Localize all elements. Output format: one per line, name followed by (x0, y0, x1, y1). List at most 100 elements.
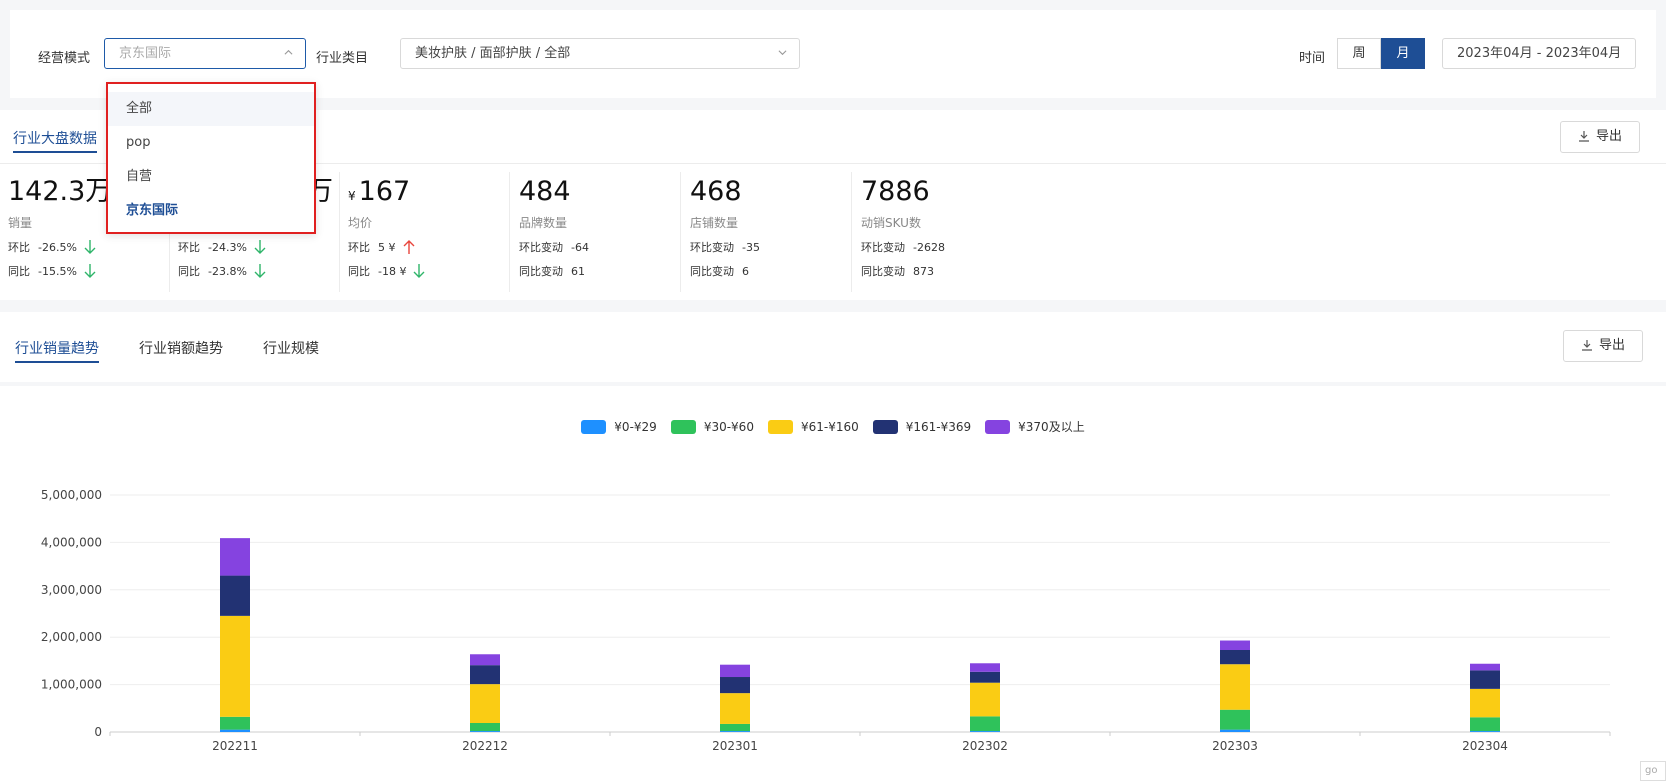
kpi-row-value: -26.5% (38, 241, 77, 254)
kpi-value: ¥167 (348, 172, 509, 212)
bar-segment (1220, 664, 1250, 710)
kpi-row-value: 61 (571, 265, 585, 278)
kpi-yoy-row: 同比 -18 ¥ (348, 263, 509, 279)
dropdown-option-self[interactable]: 自营 (126, 169, 153, 184)
arrow-down-icon (413, 264, 425, 278)
y-tick-label: 3,000,000 (41, 583, 102, 597)
kpi-row-label: 同比变动 (690, 265, 734, 278)
tab-industry-scale[interactable]: 行业规模 (263, 341, 319, 357)
legend-swatch (670, 419, 696, 434)
legend-label: ¥0-¥29 (614, 419, 657, 434)
chevron-up-icon (284, 49, 293, 55)
download-icon (1578, 131, 1589, 142)
x-tick-label: 202211 (212, 739, 258, 753)
kpi-row-label: 环比 (178, 241, 200, 254)
bar-segment (470, 654, 500, 666)
tab-sales-volume-trend[interactable]: 行业销量趋势 (15, 338, 99, 363)
arrow-down-icon (84, 240, 96, 254)
mode-select[interactable]: 京东国际 (104, 38, 306, 69)
corner-widget[interactable]: go (1640, 761, 1666, 781)
legend-item[interactable]: ¥370及以上 (985, 418, 1085, 435)
bar-segment (720, 664, 750, 678)
chevron-down-icon (778, 50, 787, 56)
legend-label: ¥370及以上 (1018, 420, 1085, 434)
dropdown-option-pop[interactable]: pop (126, 135, 151, 150)
y-tick-label: 5,000,000 (41, 488, 102, 502)
kpi-mom-row: 环比变动 -35 (690, 239, 851, 255)
bar-segment (220, 575, 250, 616)
filter-bar: 经营模式 京东国际 行业类目 美妆护肤 / 面部护肤 / 全部 时间 周 月 2… (10, 10, 1656, 98)
kpi-row-value: -2628 (913, 241, 945, 254)
kpi-mom-row: 环比变动 -64 (519, 239, 680, 255)
legend-item[interactable]: ¥61-¥160 (767, 418, 859, 435)
period-week-button[interactable]: 周 (1337, 38, 1381, 69)
legend-item[interactable]: ¥0-¥29 (581, 418, 657, 435)
bar-segment (1470, 717, 1500, 732)
trend-export-button[interactable]: 导出 (1563, 330, 1643, 362)
kpi-row-label: 环比 (8, 241, 30, 254)
kpi-row-label: 环比 (348, 241, 370, 254)
kpi-value: 468 (690, 176, 742, 207)
kpi-value: 7886 (861, 176, 930, 207)
bar-segment (470, 722, 500, 732)
kpi-row-value: 5 ¥ (378, 241, 396, 254)
x-tick-label: 202301 (712, 739, 758, 753)
legend-item[interactable]: ¥161-¥369 (872, 418, 971, 435)
trend-export-label: 导出 (1598, 338, 1625, 353)
industry-label: 行业类目 (316, 51, 369, 66)
bar-segment (470, 731, 500, 732)
bar-segment (1470, 663, 1500, 671)
kpi-row-label: 同比 (348, 265, 370, 278)
kpi-yoy-row: 同比变动 61 (519, 263, 680, 279)
bar-segment (720, 677, 750, 694)
legend-label: ¥30-¥60 (703, 419, 754, 434)
period-month-button[interactable]: 月 (1381, 38, 1425, 69)
bar-segment (970, 731, 1000, 732)
stacked-bar-chart: 0 1,000,000 2,000,000 3,000,000 4,000,000 5,0… (41, 488, 1611, 753)
bar-segment (1470, 688, 1500, 718)
kpi-card-sales-volume: 142.3万 销量 环比 -26.5% 同比 -15.5% (0, 172, 170, 292)
industry-select[interactable]: 美妆护肤 / 面部护肤 / 全部 (400, 38, 800, 69)
tab-industry-overview[interactable]: 行业大盘数据 (13, 128, 97, 153)
bar-segment (1220, 709, 1250, 730)
kpi-row-value: -23.8% (208, 265, 247, 278)
kpi-row-label: 环比变动 (519, 241, 563, 254)
chart-panel: ¥0-¥29 ¥30-¥60 ¥61-¥160 ¥161-¥369 ¥370及以上 0 1… (0, 386, 1666, 781)
date-range-picker[interactable]: 2023年04月 - 2023年04月 (1442, 38, 1637, 69)
kpi-row-value: -24.3% (208, 241, 247, 254)
bar-segment (1220, 729, 1250, 732)
kpi-yoy-row: 同比 -23.8% (178, 263, 339, 279)
bar-segment (720, 731, 750, 732)
kpi-divider (0, 163, 1666, 164)
kpi-row-label: 同比 (8, 265, 30, 278)
bar-segment (1220, 640, 1250, 650)
bar-segment (970, 716, 1000, 732)
kpi-mom-row: 环比 -24.3% (178, 239, 339, 255)
kpi-mom-row: 环比 5 ¥ (348, 239, 509, 255)
kpi-label: 均价 (348, 216, 373, 230)
kpi-yoy-row: 同比变动 873 (861, 263, 1023, 279)
y-tick-label: 1,000,000 (41, 678, 102, 692)
kpi-label: 销量 (8, 216, 33, 230)
trend-panel: 行业销量趋势 行业销额趋势 行业规模 导出 (0, 312, 1666, 382)
dropdown-option-all[interactable]: 全部 (108, 92, 314, 126)
legend-swatch (985, 419, 1011, 434)
mode-dropdown: 全部 pop 自营 京东国际 (106, 82, 316, 234)
tab-sales-amount-trend[interactable]: 行业销额趋势 (139, 341, 223, 357)
legend-swatch (581, 419, 607, 434)
kpi-yoy-row: 同比 -15.5% (8, 263, 169, 279)
legend-item[interactable]: ¥30-¥60 (670, 418, 754, 435)
x-tick-label: 202304 (1462, 739, 1508, 753)
bar-segment (470, 665, 500, 685)
bar-segment (720, 693, 750, 724)
legend-swatch (767, 419, 793, 434)
bar-segment (970, 682, 1000, 717)
legend-swatch (872, 419, 898, 434)
x-tick-label: 202212 (462, 739, 508, 753)
x-tick-label: 202302 (962, 739, 1008, 753)
dropdown-option-jd-international[interactable]: 京东国际 (126, 203, 179, 218)
kpi-value: 484 (519, 176, 571, 207)
kpi-row-value: 873 (913, 265, 934, 278)
kpi-export-button[interactable]: 导出 (1560, 121, 1640, 153)
kpi-row-value: 6 (742, 265, 749, 278)
